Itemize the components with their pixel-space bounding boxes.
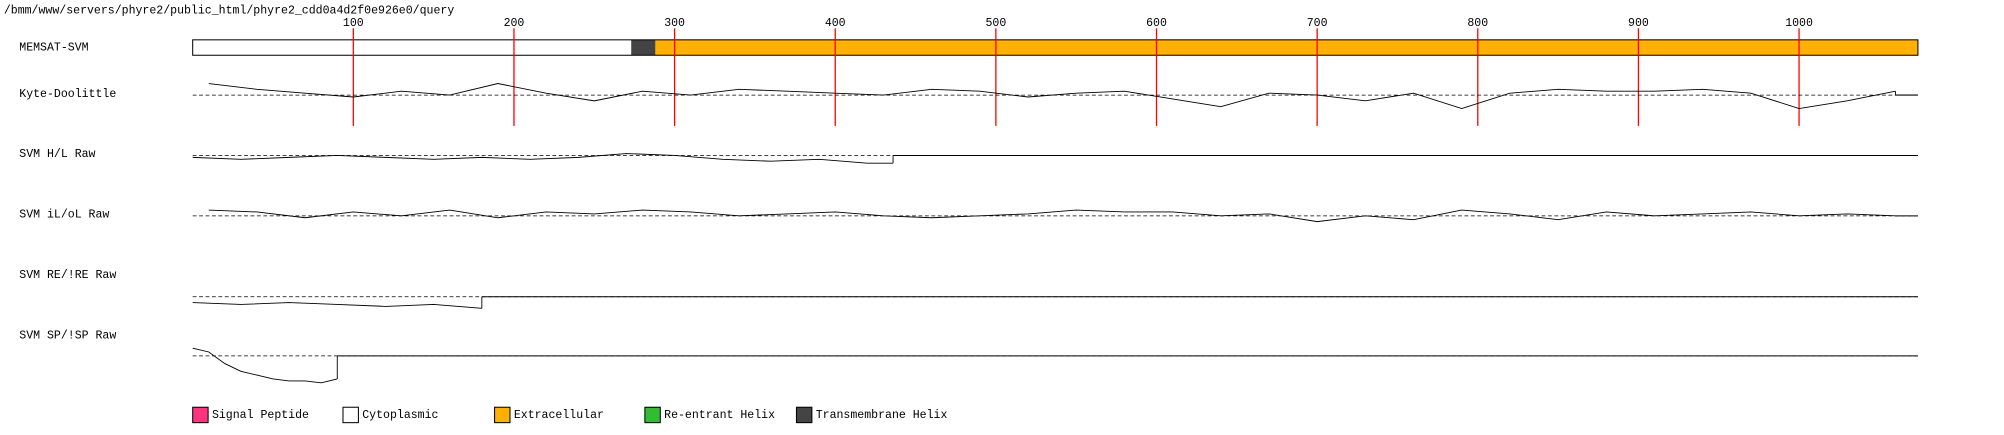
trace-line xyxy=(208,209,1896,223)
trace-line xyxy=(208,83,1896,110)
trace-line xyxy=(192,347,338,384)
track-label: SVM H/L Raw xyxy=(19,148,95,161)
track-label: SVM SP/!SP Raw xyxy=(19,329,116,342)
topology-segment xyxy=(631,39,656,56)
legend-label: Extracellular xyxy=(514,409,604,422)
x-tick-label: 400 xyxy=(825,17,846,30)
legend-swatch xyxy=(795,406,813,424)
legend-label: Re-entrant Helix xyxy=(664,409,775,422)
trace-line xyxy=(192,302,482,309)
legend-swatch xyxy=(494,406,511,424)
track-label: SVM iL/oL Raw xyxy=(19,209,109,222)
x-tick-label: 900 xyxy=(1628,17,1649,30)
trace-line xyxy=(192,153,894,164)
track-label: Kyte-Doolittle xyxy=(19,88,116,101)
track-label: SVM RE/!RE Raw xyxy=(19,269,116,282)
legend-label: Cytoplasmic xyxy=(362,409,438,422)
x-tick-label: 500 xyxy=(985,17,1006,30)
legend-swatch xyxy=(342,406,359,424)
x-tick-label: 1000 xyxy=(1785,17,1813,30)
x-tick-label: 300 xyxy=(664,17,685,30)
legend-swatch xyxy=(192,406,209,424)
topology-segment xyxy=(192,39,632,56)
legend-swatch xyxy=(644,406,661,424)
x-tick-label: 100 xyxy=(343,17,364,30)
bar-label: MEMSAT-SVM xyxy=(19,42,88,55)
x-tick-label: 800 xyxy=(1467,17,1488,30)
file-path: /bmm/www/servers/phyre2/public_html/phyr… xyxy=(4,4,454,17)
topology-segment xyxy=(655,39,1918,56)
topology-bar-frame xyxy=(192,39,1919,56)
x-tick-label: 700 xyxy=(1307,17,1328,30)
x-tick-label: 200 xyxy=(504,17,525,30)
x-tick-label: 600 xyxy=(1146,17,1167,30)
legend-label: Transmembrane Helix xyxy=(816,409,948,422)
legend-label: Signal Peptide xyxy=(212,409,309,422)
